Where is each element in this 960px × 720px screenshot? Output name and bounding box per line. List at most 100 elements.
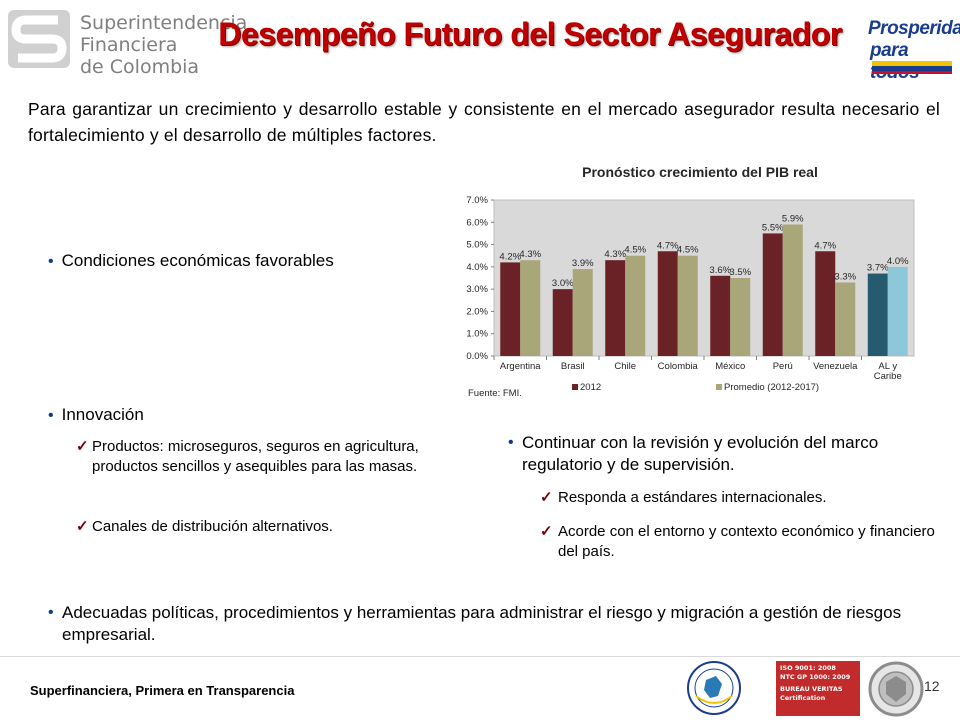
- y-tick-label: 0.0%: [466, 351, 488, 362]
- checkmark-icon: ✓: [76, 438, 89, 455]
- checkmark-icon: ✓: [540, 489, 553, 506]
- bullet-condiciones-text: Condiciones económicas favorables: [61, 251, 334, 270]
- page-number: 12: [924, 678, 940, 694]
- checkmark-icon: ✓: [540, 523, 553, 540]
- chart-title: Pronóstico crecimiento del PIB real: [582, 164, 818, 180]
- chart-source: Fuente: FMI.: [468, 388, 522, 399]
- data-label: 5.5%: [762, 222, 784, 233]
- bar: [520, 260, 541, 356]
- bar: [762, 233, 783, 356]
- y-tick-label: 6.0%: [466, 217, 488, 228]
- data-label: 4.2%: [499, 251, 521, 262]
- y-tick-label: 3.0%: [466, 284, 488, 295]
- logo-line-3: de Colombia: [80, 56, 200, 78]
- flag-stripe-blue: [872, 66, 952, 71]
- x-tick-label: Argentina: [500, 361, 541, 372]
- bar: [710, 275, 731, 356]
- bar: [887, 266, 908, 356]
- iso-line-1: ISO 9001: 2008: [780, 664, 836, 672]
- flag-stripe-yellow: [872, 61, 952, 66]
- superfinanciera-logo-icon: [8, 10, 70, 68]
- logo-line-1: Superintendencia: [80, 12, 248, 34]
- data-label: 3.5%: [729, 267, 751, 278]
- footer-tagline: Superfinanciera, Primera en Transparenci…: [30, 683, 295, 698]
- data-label: 3.0%: [552, 278, 574, 289]
- x-tick-label: AL y: [878, 361, 897, 372]
- bullet-dot-icon: •: [48, 604, 54, 621]
- bar: [605, 260, 626, 356]
- y-tick-label: 5.0%: [466, 240, 488, 251]
- iso-line-3: BUREAU VERITAS: [780, 685, 843, 693]
- bullet-innovacion: • Innovación: [48, 404, 144, 427]
- gdp-bar-chart: 0.0%1.0%2.0%3.0%4.0%5.0%6.0%7.0%4.2%4.3%…: [466, 195, 915, 399]
- x-tick-label: Perú: [773, 361, 793, 372]
- regulatorio-item-2-text: Acorde con el entorno y contexto económi…: [558, 523, 935, 560]
- footer-divider: [0, 656, 960, 657]
- flag-stripe-red: [872, 71, 952, 74]
- y-tick-label: 7.0%: [466, 195, 488, 206]
- legend-swatch: [572, 384, 578, 390]
- y-tick-label: 2.0%: [466, 306, 488, 317]
- bullet-regulatorio: • Continuar con la revisión y evolución …: [508, 432, 928, 476]
- bar: [782, 224, 803, 356]
- iso-line-4: Certification: [780, 694, 826, 702]
- x-tick-label: México: [715, 361, 745, 372]
- x-tick-label: Brasil: [561, 361, 585, 372]
- bar: [867, 273, 888, 356]
- bar: [657, 251, 678, 356]
- bar: [815, 251, 836, 356]
- data-label: 3.3%: [834, 271, 856, 282]
- innovacion-item-2: ✓ Canales de distribución alternativos.: [76, 517, 470, 537]
- bar: [572, 269, 593, 356]
- bullet-dot-icon: •: [48, 253, 54, 270]
- bar: [500, 262, 521, 356]
- certification-seal-icon: [687, 661, 741, 715]
- bureau-veritas-seal-icon: [868, 661, 924, 717]
- iso-certification-badge: ISO 9001: 2008 NTC GP 1000: 2009 BUREAU …: [776, 661, 860, 716]
- bullet-condiciones: • Condiciones económicas favorables: [48, 250, 334, 273]
- data-label: 3.6%: [709, 265, 731, 276]
- bar: [730, 278, 751, 356]
- logo-line-2: Financiera: [80, 34, 178, 56]
- bar: [625, 255, 646, 356]
- data-label: 4.3%: [519, 249, 541, 260]
- bullet-dot-icon: •: [508, 434, 514, 451]
- x-tick-label: Colombia: [658, 361, 699, 372]
- regulatorio-item-2: ✓ Acorde con el entorno y contexto econó…: [540, 522, 940, 562]
- bar: [677, 255, 698, 356]
- bullet-innovacion-text: Innovación: [61, 405, 144, 424]
- data-label: 3.9%: [572, 258, 594, 269]
- bullet-politicas-text: Adecuadas políticas, procedimientos y he…: [62, 603, 902, 644]
- data-label: 4.3%: [604, 249, 626, 260]
- y-tick-label: 4.0%: [466, 262, 488, 273]
- bullet-regulatorio-text: Continuar con la revisión y evolución de…: [522, 433, 879, 474]
- x-tick-label: Caribe: [874, 371, 902, 382]
- prosperidad-logo-line-1: Prosperidad: [868, 18, 960, 39]
- data-label: 4.5%: [624, 245, 646, 256]
- innovacion-item-1: ✓ Productos: microseguros, seguros en ag…: [76, 437, 470, 477]
- bullet-politicas: • Adecuadas políticas, procedimientos y …: [48, 602, 928, 646]
- legend-label: 2012: [580, 382, 601, 393]
- regulatorio-item-1: ✓ Responda a estándares internacionales.: [540, 488, 940, 508]
- checkmark-icon: ✓: [76, 518, 89, 535]
- intro-paragraph: Para garantizar un crecimiento y desarro…: [28, 99, 940, 145]
- data-label: 3.7%: [867, 263, 889, 274]
- bar: [552, 289, 573, 356]
- x-tick-label: Chile: [614, 361, 636, 372]
- iso-line-2: NTC GP 1000: 2009: [780, 673, 851, 681]
- legend-label: Promedio (2012-2017): [724, 382, 819, 393]
- y-tick-label: 1.0%: [466, 329, 488, 340]
- legend-swatch: [716, 384, 722, 390]
- x-tick-label: Venezuela: [813, 361, 858, 372]
- regulatorio-item-1-text: Responda a estándares internacionales.: [558, 489, 827, 506]
- prosperidad-logo: Prosperidad para todos: [864, 14, 960, 83]
- data-label: 4.0%: [887, 256, 909, 267]
- bar: [835, 282, 856, 356]
- data-label: 5.9%: [782, 214, 804, 225]
- data-label: 4.7%: [657, 240, 679, 251]
- innovacion-item-2-text: Canales de distribución alternativos.: [92, 518, 333, 535]
- slide-title: Desempeño Futuro del Sector Asegurador: [218, 16, 842, 52]
- innovacion-item-1-text: Productos: microseguros, seguros en agri…: [92, 438, 419, 475]
- data-label: 4.5%: [677, 245, 699, 256]
- bullet-dot-icon: •: [48, 407, 54, 424]
